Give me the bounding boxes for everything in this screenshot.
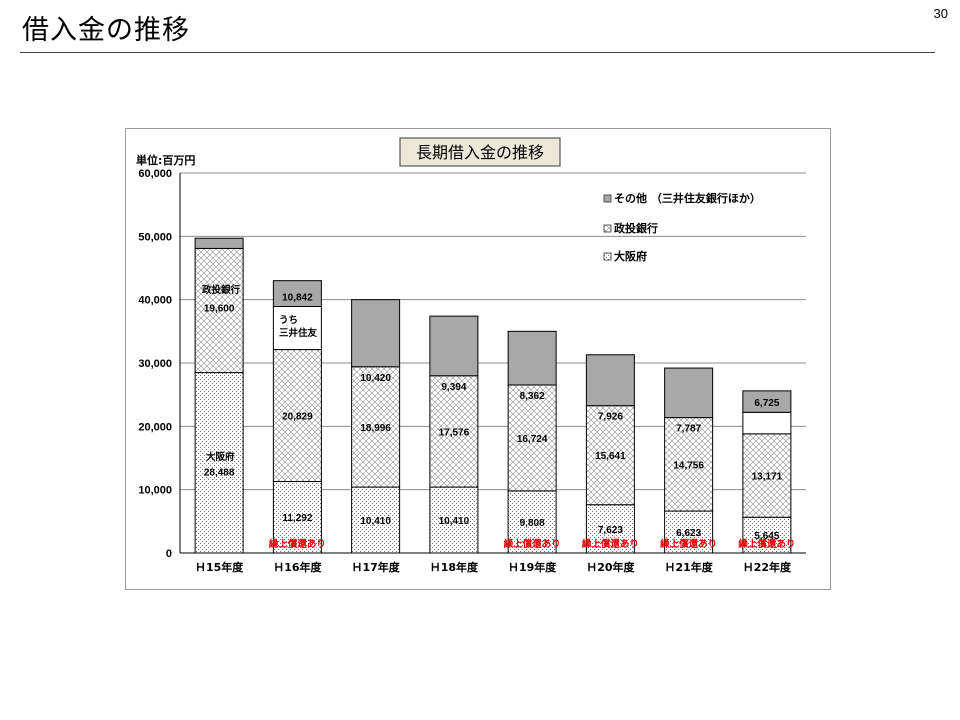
legend-swatch-other: [603, 194, 612, 203]
legend-label-osaka: 大阪府: [614, 249, 647, 263]
data-label-osaka: 7,623: [598, 525, 623, 536]
chart-title-box: [399, 137, 561, 167]
legend-swatch-osaka: [603, 252, 612, 261]
bar-seito: [507, 384, 557, 492]
data-label-seito: 16,724: [517, 434, 548, 445]
annotation-early-repayment: 繰上償還あり: [503, 538, 561, 550]
legend-label-seito: 政投銀行: [614, 221, 658, 235]
x-tick-label: Ｈ20年度: [586, 560, 635, 574]
data-label-osaka: 6,623: [676, 528, 701, 539]
chart-title: 長期借入金の推移: [416, 143, 544, 162]
x-tick-label: Ｈ19年度: [508, 560, 557, 574]
x-tick-label: Ｈ16年度: [273, 560, 322, 574]
annotation-early-repayment: 繰上償還あり: [268, 538, 326, 550]
x-tick-label: Ｈ17年度: [351, 560, 400, 574]
annotation-early-repayment: 繰上償還あり: [737, 538, 795, 550]
chart-frame: 0 10,000 20,000 30,000 40,000 50,000 60,000 Ｈ15…: [125, 128, 831, 590]
x-tick-label: Ｈ15年度: [195, 560, 244, 574]
bar-other: [351, 299, 401, 368]
data-label-other: 7,926: [598, 412, 623, 423]
x-tick-label: Ｈ22年度: [743, 560, 792, 574]
bar-other: [507, 330, 557, 386]
data-label-other: 8,362: [520, 391, 545, 402]
bar-osaka: [194, 372, 244, 554]
annotation-early-repayment: 繰上償還あり: [659, 538, 717, 550]
y-tick-label: 50,000: [138, 231, 172, 243]
bar-seito: [272, 349, 322, 482]
slide-title: 借入金の推移: [22, 15, 190, 46]
data-label-osaka: 5,645: [754, 531, 779, 542]
data-label-seito: 19,600: [204, 303, 235, 314]
inline-label-mitsui-1: うち: [279, 315, 298, 326]
legend: その他 （三井住友銀行ほか） 政投銀行 大阪府: [603, 191, 761, 263]
bar-other: [272, 280, 322, 308]
bar-mitsui: [272, 306, 322, 351]
data-label-seito: 15,641: [595, 451, 626, 462]
axes: 0 10,000 20,000 30,000 40,000 50,000 60,000 Ｈ15…: [138, 168, 806, 574]
bar-other: [585, 354, 635, 407]
data-label-other: 10,842: [282, 293, 313, 304]
page-number: 30: [933, 6, 948, 21]
x-tick-label: Ｈ18年度: [430, 560, 479, 574]
y-tick-label: 30,000: [138, 358, 172, 370]
x-tick-label: Ｈ21年度: [664, 560, 713, 574]
data-label-osaka: 10,410: [360, 516, 391, 527]
y-tick-label: 60,000: [138, 168, 172, 180]
data-label-seito: 13,171: [752, 472, 783, 483]
y-tick-label: 0: [166, 548, 172, 560]
data-label-seito: 20,829: [282, 412, 313, 423]
title-divider: [20, 52, 935, 53]
data-label-seito: 18,996: [360, 423, 391, 434]
data-label-osaka: 9,808: [520, 518, 545, 529]
bars: [194, 237, 792, 554]
bar-osaka: [507, 490, 557, 554]
bar-other: [664, 367, 714, 419]
data-label-other: 7,787: [676, 424, 701, 435]
inline-label-osaka: 大阪府: [206, 451, 235, 463]
data-labels: 28,488 19,600 11,292 20,829 10,842 繰上償還あり 10,4…: [204, 293, 796, 550]
bar-mitsui: [742, 411, 792, 435]
bar-osaka: [272, 480, 322, 554]
y-tick-label: 40,000: [138, 295, 172, 307]
annotation-early-repayment: 繰上償還あり: [581, 538, 639, 550]
data-label-other: 10,420: [360, 373, 391, 384]
bar-seito: [351, 366, 401, 488]
bar-other: [742, 390, 792, 413]
y-tick-label: 10,000: [138, 485, 172, 497]
bar-seito: [194, 247, 244, 374]
bar-osaka: [742, 516, 792, 554]
data-label-seito: 17,576: [439, 427, 470, 438]
bar-other: [429, 315, 479, 377]
inline-label-mitsui-2: 三井住友: [279, 327, 318, 339]
bar-osaka: [664, 510, 714, 554]
data-label-seito: 14,756: [673, 460, 704, 471]
legend-swatch-seito: [603, 224, 612, 233]
data-label-other: 6,725: [754, 398, 779, 409]
bar-osaka: [351, 486, 401, 554]
data-label-osaka: 28,488: [204, 468, 235, 479]
stacked-bar-chart: 0 10,000 20,000 30,000 40,000 50,000 60,000 Ｈ15…: [136, 137, 806, 574]
legend-label-other: その他 （三井住友銀行ほか）: [614, 191, 761, 205]
data-label-other: 9,394: [441, 382, 466, 393]
y-tick-label: 20,000: [138, 421, 172, 433]
data-label-osaka: 10,410: [439, 516, 470, 527]
data-label-osaka: 11,292: [282, 513, 312, 524]
unit-label: 単位:百万円: [136, 153, 195, 167]
bar-seito: [742, 433, 792, 518]
bar-other: [194, 237, 244, 249]
inline-label-seito: 政投銀行: [202, 284, 241, 296]
